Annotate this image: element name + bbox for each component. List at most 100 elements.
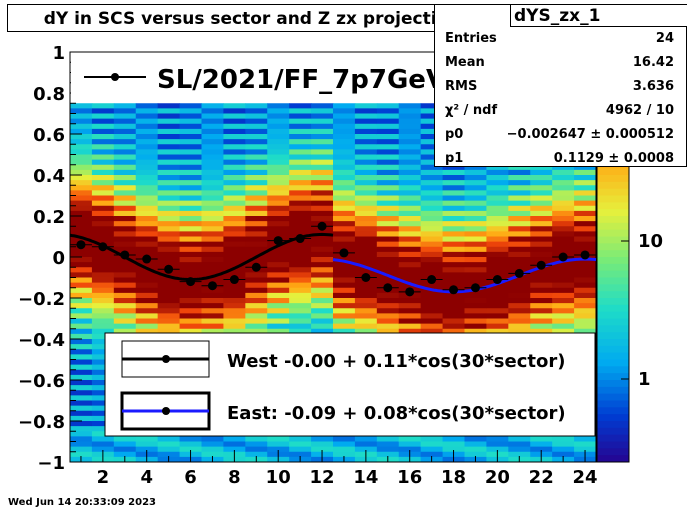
heatmap-cell <box>70 374 93 381</box>
heatmap-cell <box>289 164 312 171</box>
heatmap-cell <box>530 231 553 237</box>
heatmap-cell <box>223 190 246 196</box>
heatmap-cell <box>398 139 422 145</box>
heatmap-cell <box>354 210 378 217</box>
heatmap-cell <box>398 210 422 217</box>
heatmap-cell <box>333 451 356 458</box>
heatmap-cell <box>508 175 531 181</box>
heatmap-cell <box>420 282 444 289</box>
heatmap-cell <box>574 277 597 284</box>
heatmap-cell <box>113 451 137 458</box>
heatmap-cell <box>530 169 553 176</box>
heatmap-cell <box>354 159 378 166</box>
heatmap-cell <box>113 267 137 273</box>
y-tick-label: 0.6 <box>33 125 65 146</box>
colorbar-cell <box>597 325 629 333</box>
west-data-point <box>273 236 283 246</box>
heatmap-cell <box>223 226 246 232</box>
heatmap-cell <box>574 231 597 237</box>
heatmap-cell <box>267 446 290 453</box>
heatmap-cell <box>508 436 531 442</box>
heatmap-cell <box>91 436 115 442</box>
heatmap-cell <box>245 108 268 114</box>
heatmap-cell <box>223 144 246 150</box>
heatmap-cell <box>376 236 400 243</box>
heatmap-cell <box>245 246 268 253</box>
heatmap-cell <box>70 328 93 335</box>
heatmap-cell <box>179 139 202 145</box>
heatmap-cell <box>376 277 400 284</box>
heatmap-cell <box>70 190 93 196</box>
heatmap-cell <box>420 154 444 161</box>
heatmap-cell <box>420 216 444 222</box>
heatmap-cell <box>179 128 202 135</box>
heatmap-cell <box>530 251 553 258</box>
colorbar-cell <box>597 257 629 265</box>
stats-row: Entries 24 <box>445 31 674 46</box>
heatmap-cell <box>201 436 224 442</box>
heatmap-cell <box>245 164 268 171</box>
heatmap-cell <box>552 175 575 181</box>
heatmap-cell <box>333 236 356 243</box>
x-tick-label: 10 <box>266 467 291 488</box>
heatmap-cell <box>179 159 202 166</box>
heatmap-cell <box>135 287 159 294</box>
heatmap-cell <box>70 287 93 294</box>
y-tick-label: 0.4 <box>33 166 65 187</box>
colorbar-cell <box>597 393 629 401</box>
heatmap-cell <box>442 205 465 212</box>
heatmap-cell <box>442 175 465 181</box>
heatmap-cell <box>223 251 246 258</box>
heatmap-cell <box>289 241 312 248</box>
heatmap-cell <box>70 180 93 186</box>
heatmap-cell <box>311 205 334 212</box>
x-tick-label: 8 <box>228 467 241 488</box>
heatmap-cell <box>354 190 378 196</box>
west-fit-curve <box>69 232 334 282</box>
heatmap-cell <box>311 139 334 145</box>
heatmap-cell <box>179 231 202 237</box>
heatmap-cell <box>113 241 137 248</box>
heatmap-cell <box>552 308 575 314</box>
heatmap-cell <box>420 226 444 232</box>
heatmap-cell <box>508 262 531 268</box>
heatmap-cell <box>179 144 202 150</box>
heatmap-cell <box>398 308 422 314</box>
heatmap-cell <box>552 236 575 243</box>
heatmap-cell <box>398 267 422 273</box>
heatmap-cell <box>135 185 159 191</box>
heatmap-cell <box>157 149 181 155</box>
heatmap-cell <box>442 231 465 237</box>
heatmap-cell <box>376 159 400 166</box>
heatmap-cell <box>201 328 224 335</box>
heatmap-cell <box>464 277 487 284</box>
heatmap-cell <box>289 210 312 217</box>
heatmap-cell <box>376 175 400 181</box>
heatmap-cell <box>245 298 268 304</box>
heatmap-cell <box>201 292 224 299</box>
heatmap-cell <box>508 451 531 458</box>
heatmap-cell <box>157 451 181 458</box>
east-data-point <box>536 260 546 270</box>
heatmap-cell <box>135 436 159 442</box>
heatmap-cell <box>333 323 356 330</box>
heatmap-cell <box>157 441 181 448</box>
heatmap-cell <box>354 318 378 325</box>
heatmap-cell <box>333 308 356 314</box>
heatmap-cell <box>70 446 93 453</box>
heatmap-cell <box>91 180 115 186</box>
heatmap-cell <box>223 267 246 273</box>
heatmap-cell <box>245 282 268 289</box>
heatmap-cell <box>398 103 422 109</box>
heatmap-cell <box>333 226 356 232</box>
heatmap-cell <box>267 103 290 109</box>
heatmap-cell <box>267 251 290 258</box>
heatmap-cell <box>398 169 422 176</box>
heatmap-cell <box>223 231 246 237</box>
heatmap-cell <box>201 241 224 248</box>
heatmap-cell <box>552 169 575 176</box>
heatmap-cell <box>179 210 202 217</box>
heatmap-cell <box>289 169 312 176</box>
heatmap-cell <box>289 323 312 330</box>
heatmap-cell <box>267 169 290 176</box>
